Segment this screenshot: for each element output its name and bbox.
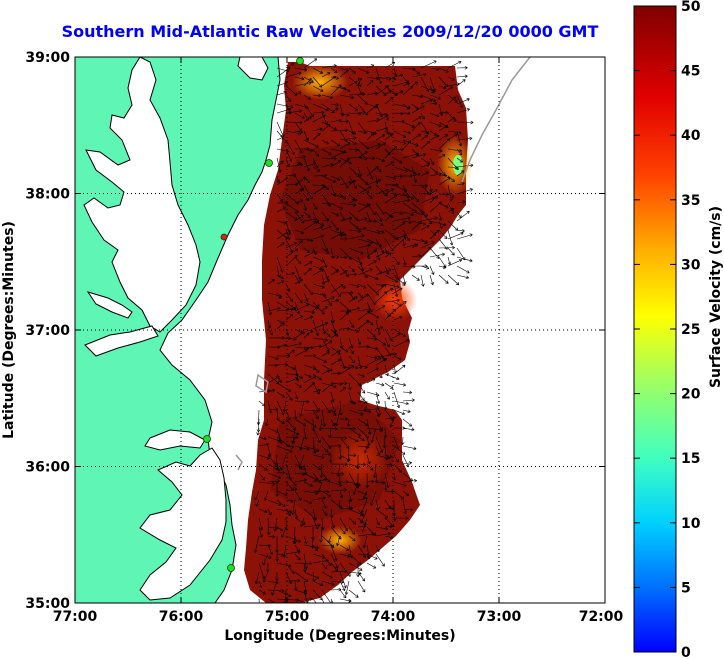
york-river — [86, 291, 133, 319]
colorbar-tick-label: 10 — [681, 516, 701, 532]
radar-station-marker — [203, 435, 211, 443]
radar-stations — [203, 57, 304, 572]
x-tick-label: 77:00 — [53, 609, 98, 625]
colorbar-tick-label: 35 — [681, 193, 700, 209]
x-tick-label: 75:00 — [265, 609, 310, 625]
y-axis-label: Latitude (Degrees:Minutes) — [1, 221, 17, 439]
albemarle-sound — [144, 429, 206, 451]
x-tick-label: 76:00 — [159, 609, 204, 625]
velocity-hotspot — [292, 64, 348, 100]
james-river — [84, 325, 159, 357]
colorbar-tick-label: 45 — [681, 64, 700, 80]
x-tick-label: 74:00 — [371, 609, 416, 625]
velocity-hotspot — [453, 155, 463, 175]
y-tick-label: 38:00 — [25, 187, 70, 203]
y-tick-label: 37:00 — [25, 323, 70, 339]
y-tick-label: 39:00 — [25, 50, 70, 66]
axis-ticks — [75, 57, 605, 603]
radar-station-marker — [265, 159, 273, 167]
x-axis-label: Longitude (Degrees:Minutes) — [224, 628, 455, 644]
bathymetry-contour — [255, 373, 269, 394]
velocity-vector-arrows — [253, 58, 474, 603]
colorbar-ticks — [634, 5, 676, 653]
pamlico-sound — [139, 447, 227, 601]
x-tick-label: 72:00 — [579, 609, 624, 625]
colorbar-tick-label: 25 — [681, 322, 700, 338]
radar-station-marker — [296, 57, 304, 65]
colorbar-tick-label: 5 — [681, 580, 691, 596]
velocity-hotspot — [330, 430, 390, 490]
colorbar — [633, 5, 677, 653]
colorbar-tick-label: 30 — [681, 257, 701, 273]
velocity-vectors — [253, 58, 474, 603]
delaware-bay — [237, 57, 269, 81]
colorbar-tick-label: 50 — [681, 0, 701, 15]
chesapeake-bay — [83, 57, 201, 333]
colorbar-tick-label: 40 — [681, 128, 701, 144]
velocity-hotspot — [318, 526, 362, 554]
velocity-hotspot — [373, 278, 417, 322]
x-tick-label: 73:00 — [477, 609, 522, 625]
colorbar-label: Surface Velocity (cm/s) — [708, 206, 724, 388]
grid — [75, 57, 605, 603]
bathymetry-contour — [461, 57, 531, 183]
colorbar-tick-label: 0 — [681, 645, 691, 659]
map-title: Southern Mid-Atlantic Raw Velocities 200… — [61, 22, 599, 41]
colorbar-tick-label: 15 — [681, 451, 700, 467]
radar-station-marker — [227, 564, 235, 572]
bathymetry-contour — [235, 454, 243, 471]
y-tick-label: 35:00 — [25, 596, 70, 612]
colorbar-tick-label: 20 — [681, 387, 701, 403]
radar-station-marker — [220, 233, 228, 241]
y-tick-label: 36:00 — [25, 460, 70, 476]
